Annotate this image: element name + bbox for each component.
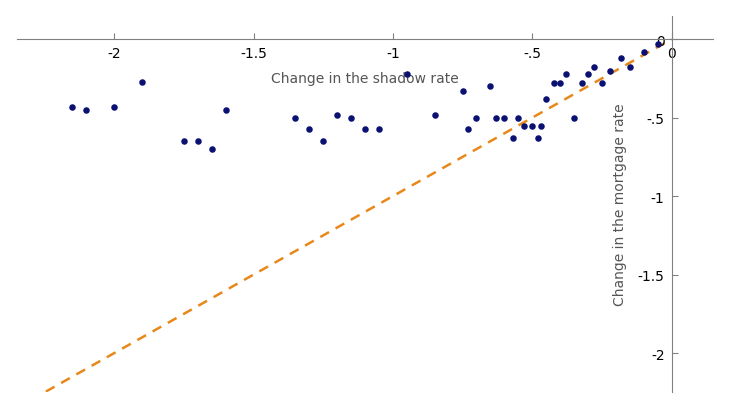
Point (582, 71, 593, 78)
Point (108, 104, 120, 111)
Point (532, 135, 544, 142)
X-axis label: Change in the shadow rate: Change in the shadow rate (271, 72, 459, 86)
Point (401, 71, 412, 78)
Point (192, 139, 204, 145)
Point (554, 81, 566, 87)
Point (499, 115, 510, 121)
Point (331, 112, 343, 119)
Point (604, 68, 616, 75)
Point (485, 84, 496, 90)
Point (624, 65, 636, 72)
Point (588, 65, 599, 72)
Point (577, 81, 588, 87)
Point (490, 115, 502, 121)
Point (137, 79, 148, 85)
Point (638, 49, 650, 56)
Point (615, 56, 627, 62)
Point (540, 97, 552, 103)
Point (534, 123, 546, 130)
Point (80, 107, 92, 114)
Point (462, 126, 474, 133)
Point (526, 123, 538, 130)
Point (507, 135, 518, 142)
Point (518, 123, 530, 130)
Point (359, 126, 371, 133)
Point (596, 81, 607, 87)
Point (66, 104, 78, 111)
Point (304, 126, 315, 133)
Point (512, 115, 524, 121)
Y-axis label: Change in the mortgage rate: Change in the mortgage rate (612, 103, 626, 306)
Point (471, 115, 483, 121)
Point (560, 71, 572, 78)
Point (345, 115, 357, 121)
Point (429, 112, 440, 119)
Point (457, 88, 469, 95)
Point (178, 139, 190, 145)
Point (549, 81, 561, 87)
Point (652, 42, 664, 48)
Point (373, 126, 385, 133)
Point (206, 146, 218, 153)
Point (318, 139, 329, 145)
Point (220, 107, 231, 114)
Point (290, 115, 301, 121)
Point (568, 115, 580, 121)
